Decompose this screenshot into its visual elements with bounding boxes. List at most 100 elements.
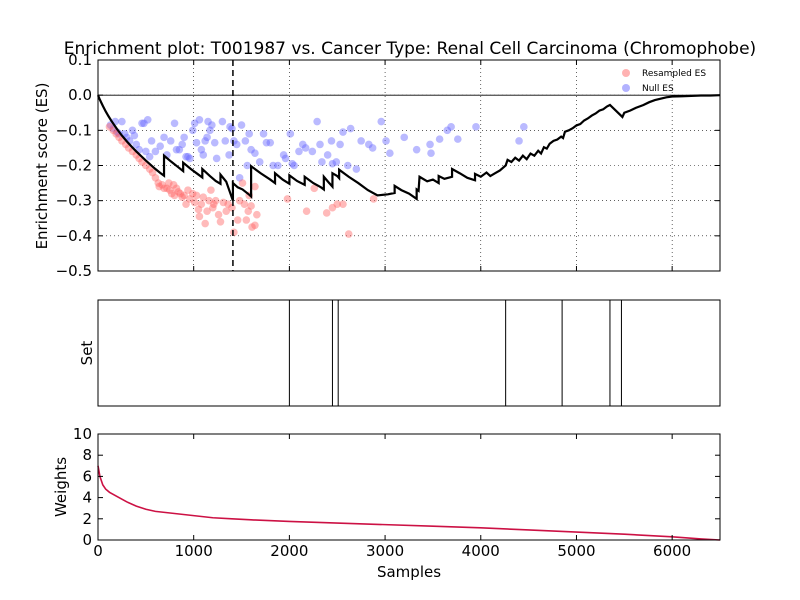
resampled-es-point (339, 200, 347, 208)
weights-y-tick-label: 4 (82, 489, 92, 507)
resampled-es-point (194, 205, 203, 214)
null-es-point (290, 161, 298, 170)
resampled-es-point (244, 207, 253, 216)
null-es-point (199, 151, 208, 159)
resampled-es-point (230, 228, 238, 237)
es-y-tick-label: −0.3 (56, 192, 92, 210)
resampled-es-point (148, 168, 157, 177)
null-es-point (400, 133, 409, 142)
resampled-es-point (186, 195, 194, 203)
null-es-point (182, 152, 190, 161)
resampled-es-point (201, 219, 209, 228)
null-es-point (237, 121, 246, 129)
null-es-point (203, 133, 211, 142)
weights-curve (97, 465, 721, 541)
weights-x-tick-label: 5000 (557, 542, 595, 560)
resampled-es-point (322, 209, 331, 217)
null-es-point (166, 137, 175, 145)
resampled-es-point (283, 195, 292, 203)
null-es-point (520, 123, 528, 131)
null-es-point (352, 165, 361, 173)
set-panel: Set (78, 299, 721, 407)
null-es-point (180, 133, 188, 142)
null-es-point (295, 147, 303, 156)
legend-resampled-marker (622, 69, 630, 77)
resampled-es-point (199, 193, 208, 201)
resampled-es-point (207, 186, 215, 194)
null-es-point (443, 126, 452, 135)
es-curve (96, 94, 721, 202)
null-es-point (241, 137, 250, 145)
null-es-point (212, 154, 221, 163)
resampled-es-point (109, 126, 118, 135)
null-es-point (301, 144, 310, 152)
resampled-es-point (302, 207, 311, 216)
null-es-point (339, 128, 347, 136)
resampled-es-point (328, 203, 337, 212)
resampled-es-point (333, 200, 342, 208)
null-es-point (201, 137, 209, 145)
null-es-point (323, 151, 332, 159)
weights-y-tick-label: 2 (82, 510, 92, 528)
null-es-point (243, 161, 252, 170)
null-es-point (206, 126, 214, 135)
resampled-es-point (253, 210, 261, 219)
null-es-point (130, 131, 139, 140)
null-es-point (142, 147, 150, 156)
null-es-point (188, 126, 197, 135)
resampled-es-point (203, 207, 211, 216)
resampled-es-point (247, 202, 255, 210)
null-es-point (143, 115, 152, 124)
null-es-point (427, 149, 435, 157)
weights-x-tick-label: 3000 (366, 542, 404, 560)
null-es-point (435, 135, 444, 143)
resampled-es-point (235, 196, 244, 205)
weights-x-tick-label: 6000 (653, 542, 691, 560)
null-es-point (138, 119, 146, 128)
null-es-point (343, 161, 352, 170)
weights-y-tick-label: 8 (82, 446, 92, 464)
null-es-point (255, 158, 264, 166)
resampled-es-point (188, 189, 197, 198)
resampled-es-point (190, 198, 199, 207)
null-es-points (106, 115, 528, 182)
null-es-point (204, 117, 212, 126)
null-es-point (426, 140, 434, 149)
resampled-es-point (251, 182, 259, 191)
null-es-point (172, 145, 181, 154)
es-y-tick-label: −0.1 (56, 121, 92, 139)
resampled-es-point (195, 212, 204, 221)
null-es-point (197, 145, 206, 154)
null-es-point (365, 140, 373, 149)
es-y-tick-label: −0.2 (56, 157, 92, 175)
null-es-point (145, 152, 154, 161)
resampled-es-point (184, 186, 192, 194)
resampled-es-point (192, 191, 201, 200)
weights-y-tick-label: 10 (73, 425, 92, 443)
null-es-point (274, 161, 282, 170)
es-y-tick-label: −0.4 (56, 227, 92, 245)
null-es-point (218, 117, 227, 126)
null-es-point (515, 137, 523, 145)
null-es-point (210, 138, 219, 147)
null-es-point (357, 137, 365, 145)
weights-x-tick-label: 4000 (462, 542, 500, 560)
null-es-point (147, 137, 156, 145)
null-es-point (412, 145, 421, 154)
resampled-es-point (238, 179, 247, 187)
resampled-es-point (205, 196, 213, 205)
resampled-es-point (151, 174, 160, 182)
resampled-es-point (197, 200, 206, 208)
weights-x-tick-label: 1000 (175, 542, 213, 560)
resampled-es-point (310, 184, 319, 193)
resampled-es-point (222, 207, 231, 216)
null-es-point (336, 140, 344, 149)
resampled-es-point (182, 200, 190, 208)
null-es-point (327, 137, 336, 145)
null-es-point (226, 123, 234, 131)
chart-title: Enrichment plot: T001987 vs. Cancer Type… (64, 39, 756, 59)
null-es-point (377, 117, 386, 126)
resampled-es-point (216, 217, 225, 226)
null-es-point (118, 117, 126, 126)
resampled-es-point (251, 221, 259, 230)
